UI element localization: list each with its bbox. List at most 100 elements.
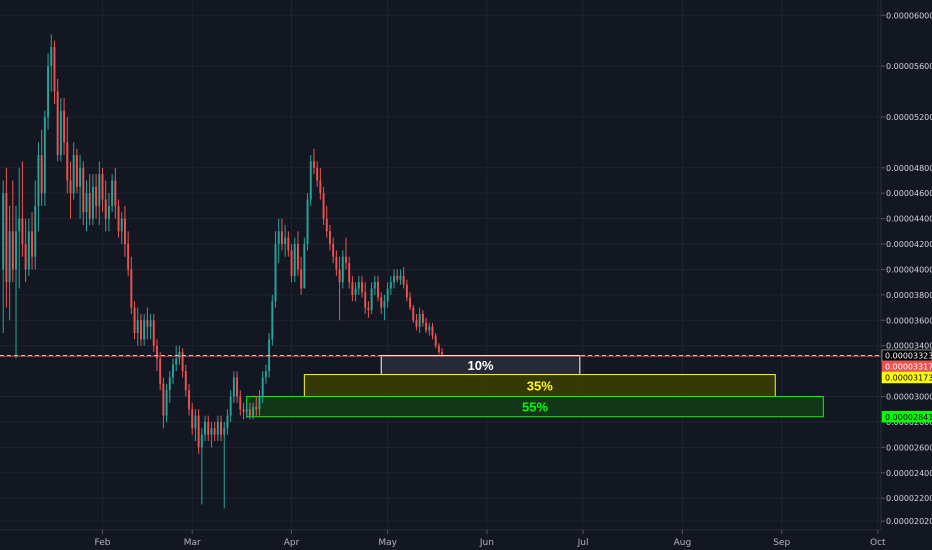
candle-body [386,288,389,302]
candle-body [264,371,267,378]
axes [0,0,882,531]
candle-body [309,161,312,200]
candle-body [8,231,11,283]
y-tick-label: 0.00004600 [886,189,932,198]
candle-body [56,91,59,156]
candle-body [380,297,383,308]
x-tick-label: Aug [674,538,692,548]
candle-body [181,352,184,372]
candle-body [418,313,421,327]
x-tick-label: Apr [284,538,300,548]
candle-body [242,409,245,412]
candle-body [441,352,444,357]
y-tick-label: 0.00003400 [886,342,932,351]
candle-body [293,244,296,276]
candle-body [434,335,437,346]
candle-body [370,288,373,311]
price-lines [0,354,881,357]
candle-body [412,307,415,321]
price-tag [881,371,932,384]
candle-body [165,390,168,416]
candle-body [316,167,319,181]
candle-body [2,193,5,270]
candle-body [63,110,66,143]
candle-body [364,292,367,308]
candle-body [53,47,56,92]
y-tick-label: 0.00002020 [886,517,932,526]
candle-body [296,244,299,270]
candle-body [245,409,248,412]
candle-body [34,205,37,257]
candle-body [399,275,402,280]
candle-body [338,269,341,283]
candle-body [437,345,440,353]
candle-body [303,244,306,289]
candle-body [226,415,229,429]
candle-body [351,282,354,295]
y-tick-label: 0.00004400 [886,215,932,224]
candle-body [229,396,232,416]
candle-body [152,320,155,346]
candle-body [213,428,216,435]
candle-body [191,409,194,429]
x-tick-label: Mar [184,538,201,548]
candle-body [287,237,290,251]
price-tag-label: 0.00003317 [885,362,932,371]
candle-body [325,218,328,232]
candle-body [107,205,110,219]
candle-body [85,193,88,213]
candle-body [383,301,386,308]
candle-body [178,352,181,359]
candle-body [101,174,104,200]
candle-body [367,307,370,311]
candle-body [69,180,72,194]
candle-body [220,421,223,435]
x-tick-label: May [378,538,397,548]
candle-body [204,421,206,435]
candle-body [373,282,376,289]
price-tag-label: 0.00002841 [885,413,932,422]
candle-body [409,297,412,308]
candle-body [15,231,17,270]
candle-body [66,142,69,181]
candle-body [175,358,178,365]
candle-body [111,180,114,206]
x-tick-label: Feb [95,538,111,548]
candle-body [319,180,322,194]
candle-body [184,371,187,391]
candle-body [255,406,258,410]
price-tag-label: 0.00003323 [885,351,932,360]
candle-body [300,269,303,289]
candle-body [72,155,75,194]
candle-body [389,282,392,289]
candle-body [428,326,431,331]
candle-body [377,282,379,298]
candle-body [127,244,130,270]
candle-body [149,320,152,327]
candle-body [348,263,351,283]
zones: 10% 35% 55% [246,354,824,418]
zone-label: 55% [522,400,548,415]
y-tick-label: 0.00003800 [886,291,932,300]
candle-body [415,320,418,327]
candle-body [216,421,219,435]
candle-body [188,390,190,410]
candle-body [37,155,40,206]
candle-body [5,193,8,283]
candle-body [136,320,139,333]
y-tick-label: 0.00002600 [886,443,932,452]
y-tick-label: 0.00006000 [886,11,932,20]
candle-body [252,406,255,416]
candle-body [239,396,242,410]
candle-body [236,377,239,397]
candle-body [280,231,283,245]
candle-body [258,396,261,410]
candle-body [232,377,235,397]
candle-body [357,282,360,289]
x-axis-ticks: Feb Mar Apr May Jun Jul Aug Sep Oct [95,530,886,548]
y-tick-label: 0.00005600 [886,62,932,71]
candle-body [431,326,434,336]
